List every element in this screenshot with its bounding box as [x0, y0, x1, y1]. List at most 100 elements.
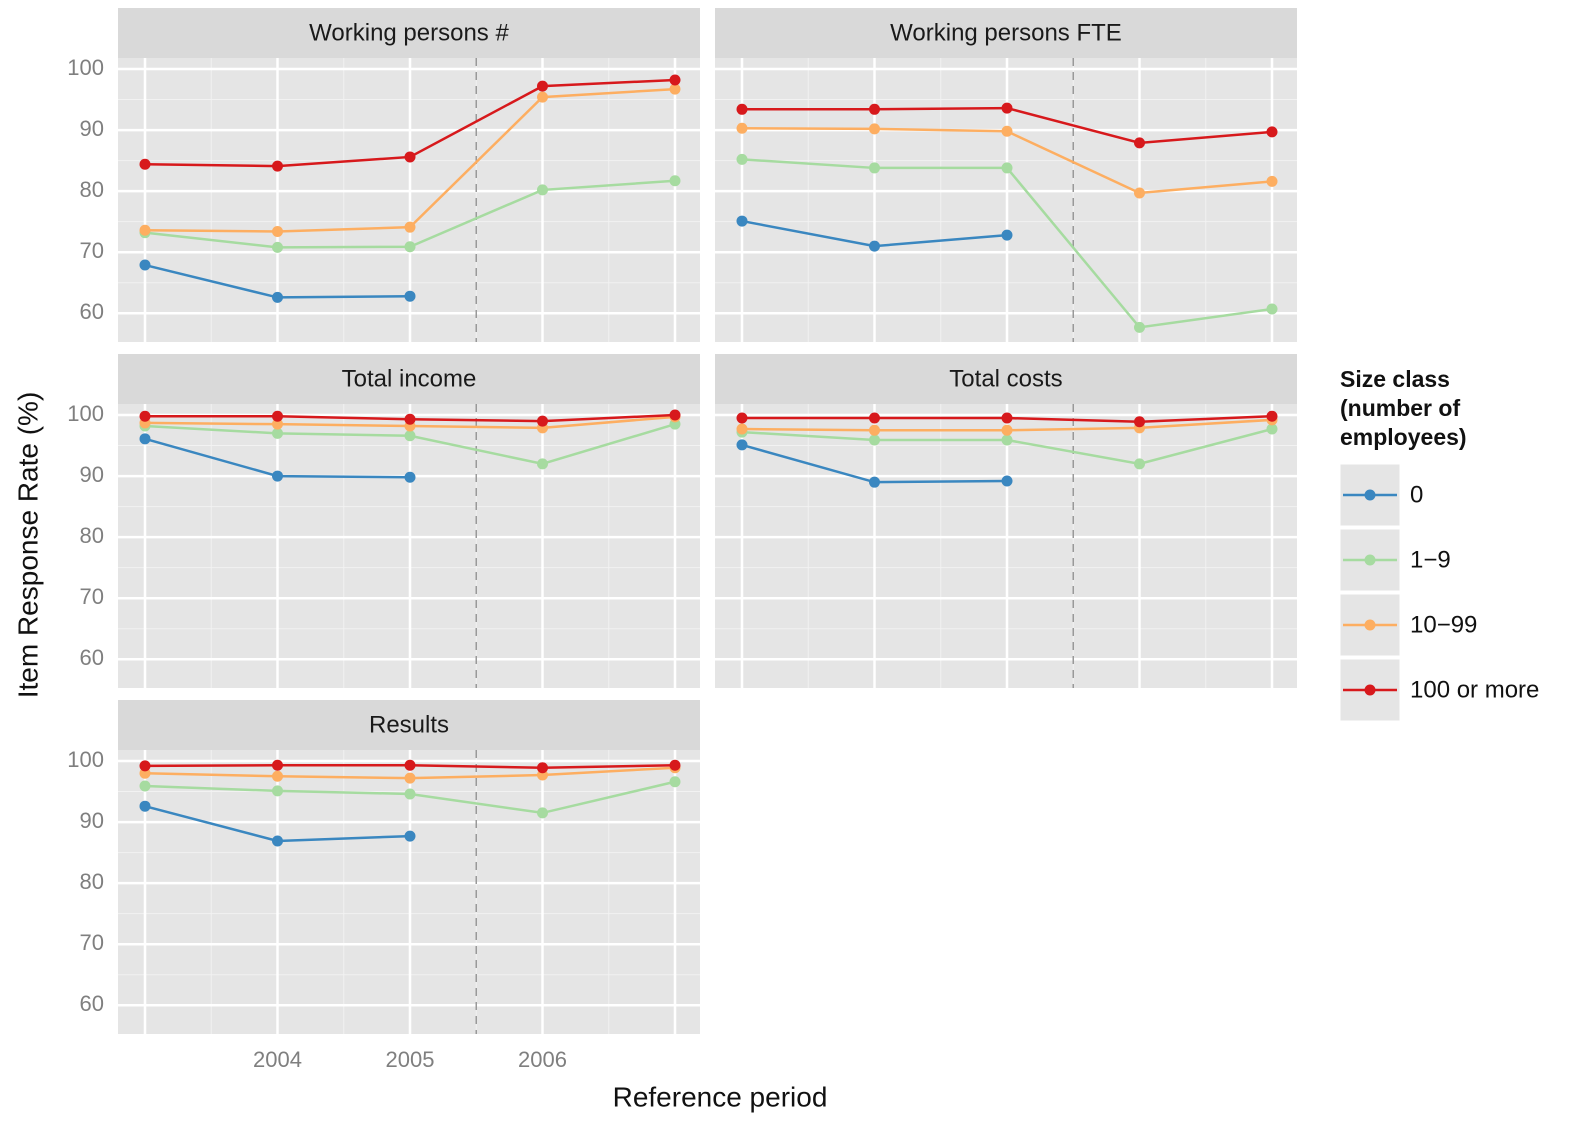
data-point [404, 151, 416, 163]
y-axis-label: Item Response Rate (%) [12, 392, 43, 699]
data-point [1001, 412, 1013, 424]
data-point [404, 413, 416, 425]
data-point [537, 415, 548, 427]
y-tick-label: 100 [67, 401, 104, 426]
legend-point [1364, 489, 1376, 501]
data-point [869, 424, 880, 436]
data-point [537, 762, 548, 774]
data-point [272, 418, 283, 430]
data-point [404, 471, 416, 483]
y-tick-label: 100 [67, 747, 104, 772]
legend-label: 100 or more [1410, 676, 1539, 703]
data-point [272, 470, 283, 482]
data-point [272, 291, 283, 303]
data-point [139, 158, 151, 170]
data-point [1266, 423, 1278, 435]
data-point [1266, 175, 1278, 187]
legend-title: employees) [1340, 424, 1467, 450]
x-axis-label: Reference period [613, 1081, 828, 1112]
data-point [869, 162, 880, 174]
strip [118, 8, 700, 58]
y-tick-label: 90 [80, 462, 104, 487]
data-point [669, 74, 681, 86]
legend-title: (number of [1340, 395, 1460, 421]
data-point [537, 80, 548, 92]
data-point [537, 458, 548, 470]
y-tick-label: 90 [80, 808, 104, 833]
data-point [272, 835, 283, 847]
legend-point [1364, 684, 1376, 696]
strip-title: Total income [342, 365, 477, 392]
y-tick-label: 70 [80, 238, 104, 263]
data-point [736, 412, 748, 424]
data-point [736, 423, 748, 435]
legend-title: Size class [1340, 366, 1450, 392]
data-point [139, 780, 151, 792]
data-point [1266, 303, 1278, 315]
strip [715, 354, 1297, 404]
data-point [272, 770, 283, 782]
x-tick-label: 2005 [386, 1047, 435, 1072]
y-tick-label: 70 [80, 930, 104, 955]
data-point [404, 830, 416, 842]
data-point [669, 83, 681, 95]
data-point [404, 772, 416, 784]
data-point [139, 433, 151, 445]
data-point [736, 122, 748, 134]
y-tick-label: 60 [80, 991, 104, 1016]
data-point [869, 412, 880, 424]
data-point [537, 184, 548, 196]
data-point [404, 430, 416, 442]
legend-label: 0 [1410, 481, 1423, 508]
y-tick-label: 80 [80, 523, 104, 548]
data-point [1001, 229, 1013, 241]
data-point [272, 241, 283, 253]
data-point [272, 160, 283, 172]
data-point [404, 221, 416, 233]
data-point [869, 103, 880, 115]
legend-point [1364, 554, 1376, 566]
data-point [1266, 410, 1278, 422]
data-point [1266, 126, 1278, 138]
data-point [139, 259, 151, 271]
data-point [669, 759, 681, 771]
data-point [1134, 137, 1145, 149]
data-point [404, 759, 416, 771]
data-point [272, 410, 283, 422]
data-point [272, 225, 283, 237]
strip [715, 8, 1297, 58]
data-point [1134, 321, 1145, 333]
data-point [869, 123, 880, 135]
data-point [404, 290, 416, 302]
data-point [537, 91, 548, 103]
data-point [1001, 424, 1013, 436]
data-point [272, 427, 283, 439]
y-tick-label: 60 [80, 299, 104, 324]
data-point [736, 439, 748, 451]
data-point [1001, 475, 1013, 487]
legend-label: 10−99 [1410, 611, 1477, 638]
data-point [139, 224, 151, 236]
data-point [272, 785, 283, 797]
data-point [139, 760, 151, 772]
data-point [1134, 187, 1145, 199]
data-point [1001, 125, 1013, 137]
data-point [139, 800, 151, 812]
y-tick-label: 80 [80, 177, 104, 202]
data-point [139, 410, 151, 422]
legend-label: 1−9 [1410, 546, 1451, 573]
y-tick-label: 80 [80, 869, 104, 894]
data-point [736, 153, 748, 165]
x-tick-label: 2006 [518, 1047, 567, 1072]
data-point [669, 175, 681, 187]
data-point [869, 476, 880, 488]
y-tick-label: 60 [80, 645, 104, 670]
data-point [1001, 434, 1013, 446]
strip-title: Results [369, 711, 449, 738]
strip-title: Total costs [949, 365, 1062, 392]
data-point [404, 241, 416, 253]
x-tick-label: 2004 [253, 1047, 302, 1072]
y-tick-label: 70 [80, 584, 104, 609]
strip [118, 354, 700, 404]
